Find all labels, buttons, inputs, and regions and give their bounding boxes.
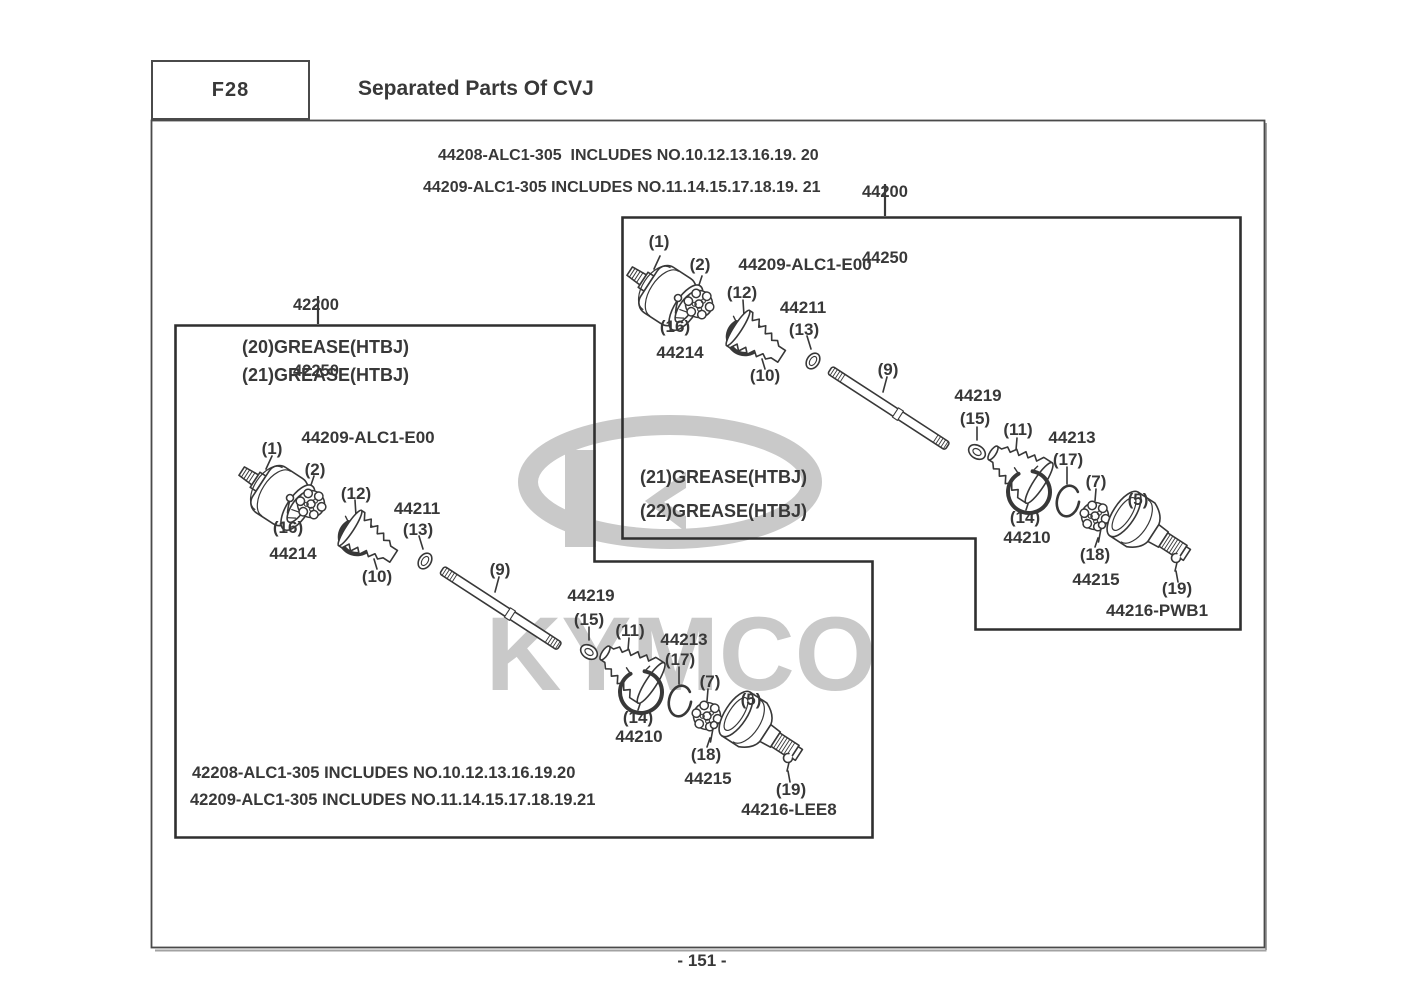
page-number: - 151 - [677, 951, 727, 970]
part-label: 44219 [567, 586, 615, 605]
part-label: (12) [340, 484, 372, 503]
part-label: (19) [775, 780, 807, 799]
part-label: (17) [1052, 450, 1084, 469]
part-label: 44219 [954, 386, 1002, 405]
part-label: (13) [402, 520, 434, 539]
part-label: (10) [361, 567, 393, 586]
grease-note: (21)GREASE(HTBJ) [242, 365, 410, 385]
part-label: (15) [959, 409, 991, 428]
part-label: 44215 [1072, 570, 1120, 589]
part-label: 44211 [779, 298, 827, 317]
part-label: (11) [1003, 420, 1033, 439]
part-label: (12) [726, 283, 758, 302]
includes-note-bottom-1: 42208-ALC1-305 INCLUDES NO.10.12.13.16.1… [192, 764, 576, 782]
grease-note: (21)GREASE(HTBJ) [640, 467, 808, 487]
part-label: (5) [1127, 490, 1149, 509]
part-label: (1) [261, 439, 283, 458]
part-label: (7) [1085, 472, 1107, 491]
part-label: (14) [1009, 508, 1041, 527]
assembly-ref-left: 42200 42250 [293, 250, 339, 426]
part-label: 44211 [393, 499, 441, 518]
part-label: 44216-PWB1 [1105, 601, 1209, 620]
outer-frame [150, 119, 1267, 952]
page-title: Separated Parts Of CVJ [358, 77, 594, 100]
part-label: 44209-ALC1-E00 [301, 428, 435, 447]
part-label: (16) [272, 518, 304, 537]
part-label: (17) [664, 650, 696, 669]
assembly-ref-number: 42250 [293, 362, 339, 380]
assembly-ref-number: 44200 [862, 183, 908, 201]
grease-note: (22)GREASE(HTBJ) [640, 501, 808, 521]
part-label: (9) [877, 360, 899, 379]
part-label: (15) [573, 610, 605, 629]
part-label: 44213 [660, 630, 708, 649]
part-label: (2) [304, 460, 326, 479]
part-label: (2) [689, 255, 711, 274]
part-label: (18) [1079, 545, 1111, 564]
section-code-box: F28 [151, 60, 310, 120]
includes-note-top-2: 44209-ALC1-305 INCLUDES NO.11.14.15.17.1… [423, 179, 821, 196]
part-label: 44210 [1003, 528, 1051, 547]
part-label: (18) [690, 745, 722, 764]
part-label: (13) [788, 320, 820, 339]
part-label: (14) [622, 708, 654, 727]
assembly-ref-number: 44250 [862, 249, 908, 267]
grease-note: (20)GREASE(HTBJ) [242, 337, 410, 357]
part-label: (5) [740, 690, 762, 709]
part-label: (10) [749, 366, 781, 385]
part-label: (19) [1161, 579, 1193, 598]
part-label: (11) [615, 621, 645, 640]
assembly-ref-number: 42200 [293, 296, 339, 314]
part-label: 44215 [684, 769, 732, 788]
section-code: F28 [211, 78, 250, 101]
assembly-ref-right: 44200 44250 [862, 137, 908, 313]
includes-note-top-1: 44208-ALC1-305 INCLUDES NO.10.12.13.16.1… [438, 147, 819, 164]
part-label: 44214 [656, 343, 704, 362]
watermark-k-chevron-icon [645, 472, 686, 532]
left-box-outline [174, 324, 874, 839]
part-label: (1) [648, 232, 670, 251]
part-label: 44209-ALC1-E00 [738, 255, 872, 274]
part-label: (7) [699, 672, 721, 691]
includes-note-bottom-2: 42209-ALC1-305 INCLUDES NO.11.14.15.17.1… [190, 791, 596, 809]
part-label: 44214 [269, 544, 317, 563]
part-label: 44210 [615, 727, 663, 746]
watermark-text: KYMCO [486, 596, 877, 713]
part-label: (16) [659, 317, 691, 336]
watermark-k-bar-icon [565, 450, 596, 547]
right-box-outline [621, 216, 1242, 631]
part-label: (9) [489, 560, 511, 579]
part-label: 44213 [1048, 428, 1096, 447]
part-label: 44216-LEE8 [741, 800, 837, 819]
